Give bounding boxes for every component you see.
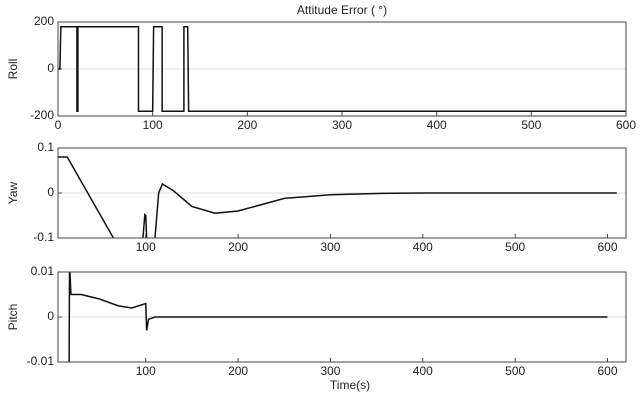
y-tick-label: -0.1 (33, 230, 54, 244)
y-tick-label: 0 (47, 309, 54, 323)
axes-frame (57, 21, 627, 117)
y-tick-label: -0.01 (27, 354, 55, 368)
x-tick-label: 600 (616, 118, 636, 132)
subplot: -0.1 0 0.1 100 200 300 400 500 600 Yaw (6, 140, 627, 254)
y-tick-label: 200 (34, 14, 54, 28)
x-tick-label: 500 (505, 364, 525, 378)
y-axis-label: Roll (6, 59, 20, 80)
x-tick-label: 100 (143, 118, 163, 132)
x-tick-label: 500 (505, 240, 525, 254)
y-tick-label: 0.1 (37, 140, 54, 154)
x-tick-label: 400 (413, 240, 433, 254)
x-tick-label: 300 (320, 240, 340, 254)
y-tick-label: 0 (47, 185, 54, 199)
x-tick-label: 600 (598, 364, 618, 378)
x-tick-label: 0 (55, 118, 62, 132)
axes-frame (57, 271, 627, 363)
y-axis-label: Yaw (6, 181, 20, 204)
y-tick-label: -200 (30, 108, 54, 122)
x-tick-label: 400 (427, 118, 447, 132)
x-tick-label: 200 (228, 240, 248, 254)
x-tick-label: 100 (136, 364, 156, 378)
x-tick-label: 500 (521, 118, 541, 132)
data-line (68, 272, 608, 362)
x-tick-label: 300 (320, 364, 340, 378)
x-axis-label: Time(s) (330, 378, 370, 392)
x-tick-label: 200 (237, 118, 257, 132)
x-tick-label: 600 (598, 240, 618, 254)
chart-title: Attitude Error ( °) (297, 3, 387, 17)
data-line (58, 156, 617, 238)
y-axis-label: Pitch (6, 304, 20, 331)
y-tick-label: 0 (47, 61, 54, 75)
x-tick-label: 200 (228, 364, 248, 378)
axes-frame (57, 147, 627, 239)
x-tick-label: 300 (332, 118, 352, 132)
data-line (58, 25, 626, 113)
x-tick-label: 400 (413, 364, 433, 378)
y-tick-label: 0.01 (31, 264, 55, 278)
x-tick-label: 100 (136, 240, 156, 254)
subplot: -0.01 0 0.01 100 200 300 400 500 600 Pitch Time(s) (6, 264, 627, 392)
